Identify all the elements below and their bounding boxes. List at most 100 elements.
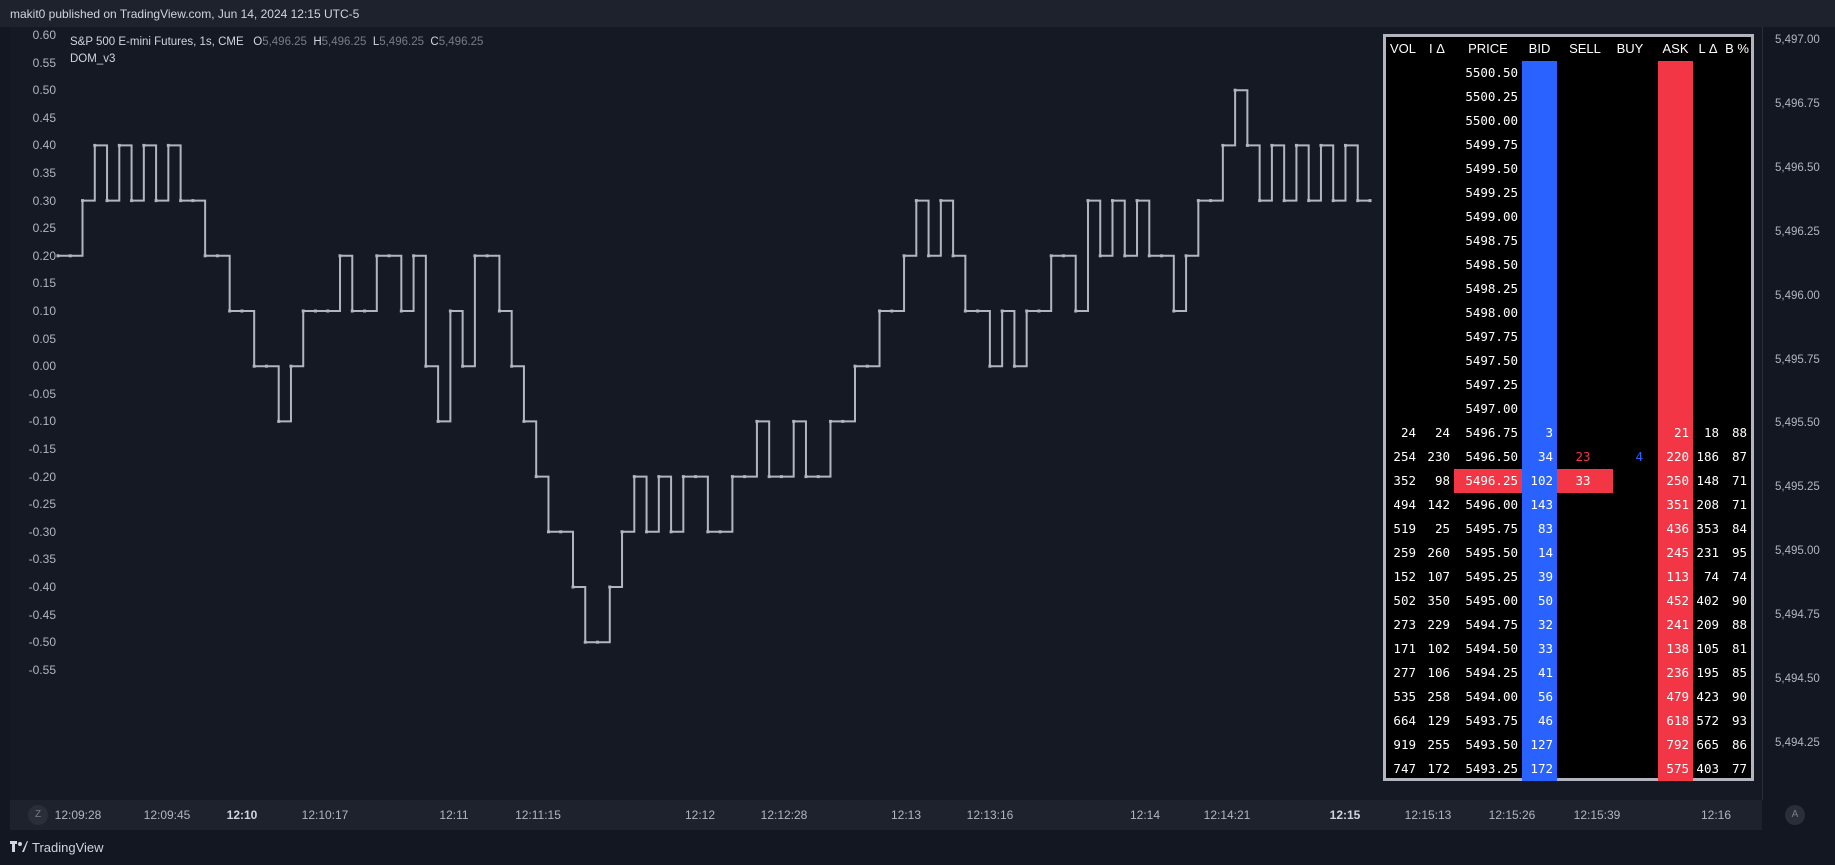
auto-scale-button[interactable]: A: [1785, 805, 1805, 825]
dom-row[interactable]: 5497.50: [1386, 349, 1751, 373]
dom-row[interactable]: 5498.50: [1386, 253, 1751, 277]
price-point: [93, 143, 97, 147]
dom-row[interactable]: 152 107 5495.25 39 113 74 74: [1386, 565, 1751, 589]
dom-bpct-cell: [1723, 253, 1751, 277]
dom-bpct-cell: 93: [1731, 713, 1747, 728]
price-point: [681, 475, 685, 479]
dom-row[interactable]: 5500.25: [1386, 85, 1751, 109]
dom-row[interactable]: 5499.25: [1386, 181, 1751, 205]
left-axis[interactable]: 0.60 0.55 0.50 0.45 0.40 0.35 0.30 0.25 0.20 0.15…: [10, 27, 62, 800]
dom-price-cell: 5494.75: [1465, 617, 1518, 632]
legend-indicator[interactable]: DOM_v3: [70, 53, 116, 65]
dom-bid-cell: [1522, 397, 1557, 421]
dom-vol-cell: [1386, 133, 1420, 157]
dom-bpct-cell: 90: [1731, 593, 1747, 608]
time-axis-tick: 12:11:15: [515, 808, 561, 822]
dom-row[interactable]: 535 258 5494.00 56 479 423 90: [1386, 685, 1751, 709]
dom-ask-cell: 575: [1666, 761, 1689, 776]
price-point: [546, 530, 550, 534]
dom-bid-cell: [1522, 157, 1557, 181]
dom-row[interactable]: 747 172 5493.25 172 575 403 77: [1386, 757, 1751, 781]
price-point: [804, 475, 808, 479]
header-ldelta: L Δ: [1698, 41, 1718, 56]
dom-bid-cell: [1522, 229, 1557, 253]
dom-vol-cell: [1386, 301, 1420, 325]
dom-row[interactable]: 273 229 5494.75 32 241 209 88: [1386, 613, 1751, 637]
dom-row[interactable]: 5498.25: [1386, 277, 1751, 301]
price-point: [620, 530, 624, 534]
dom-row[interactable]: 5497.75: [1386, 325, 1751, 349]
dom-row[interactable]: 5500.00: [1386, 109, 1751, 133]
dom-row[interactable]: 5499.75: [1386, 133, 1751, 157]
dom-buy-cell: [1613, 733, 1647, 757]
dom-row[interactable]: 5499.00: [1386, 205, 1751, 229]
dom-idelta-cell: [1420, 277, 1454, 301]
dom-buy-cell: [1613, 253, 1647, 277]
dom-sell-cell: 23: [1575, 449, 1591, 464]
dom-sell-cell: [1557, 373, 1613, 397]
dom-vol-cell: 352: [1393, 473, 1416, 488]
dom-ask-cell: 241: [1666, 617, 1689, 632]
dom-price-cell: 5498.25: [1465, 281, 1518, 296]
dom-row[interactable]: 5498.00: [1386, 301, 1751, 325]
dom-buy-cell: [1613, 613, 1647, 637]
right-price-axis[interactable]: 5,497.00 5,496.75 5,496.50 5,496.25 5,496.00…: [1762, 27, 1835, 800]
dom-bid-cell: [1522, 205, 1557, 229]
time-axis-tick: 12:15: [1329, 808, 1361, 822]
price-point: [1098, 254, 1102, 258]
legend-close-label: C: [430, 36, 439, 48]
tradingview-brand[interactable]: TradingView: [10, 840, 104, 855]
dom-row[interactable]: 259 260 5495.50 14 245 231 95: [1386, 541, 1751, 565]
time-axis[interactable]: Z 12:09:28 12:09:45 12:10 12:10:17 12:11 12:1…: [10, 800, 1762, 830]
dom-row[interactable]: 5498.75: [1386, 229, 1751, 253]
price-point: [1123, 254, 1127, 258]
dom-bid-cell: [1522, 349, 1557, 373]
dom-price-cell: 5500.50: [1465, 65, 1518, 80]
dom-vol-cell: [1386, 397, 1420, 421]
price-point: [191, 199, 195, 203]
dom-row[interactable]: 664 129 5493.75 46 618 572 93: [1386, 709, 1751, 733]
dom-ldelta-cell: 195: [1696, 665, 1719, 680]
dom-row[interactable]: 494 142 5496.00 143 351 208 71: [1386, 493, 1751, 517]
dom-row[interactable]: 5497.00: [1386, 397, 1751, 421]
dom-bid-cell: [1522, 109, 1557, 133]
dom-bid-cell: 127: [1530, 737, 1553, 752]
dom-ladder: VOL I Δ PRICE BID SELL BUY ASK L Δ B % 5…: [1383, 34, 1754, 781]
time-axis-tick: 12:15:39: [1573, 808, 1621, 822]
price-line-plot: [56, 88, 1372, 644]
dom-row[interactable]: 502 350 5495.00 50 452 402 90: [1386, 589, 1751, 613]
dom-row[interactable]: 919 255 5493.50 127 792 665 86: [1386, 733, 1751, 757]
dom-row[interactable]: 277 106 5494.25 41 236 195 85: [1386, 661, 1751, 685]
price-point: [338, 254, 342, 258]
time-axis-tick: 12:16: [1700, 808, 1732, 822]
zoom-button[interactable]: Z: [28, 805, 48, 825]
dom-vol-cell: 494: [1393, 497, 1416, 512]
price-point: [963, 309, 967, 313]
dom-row[interactable]: 254 230 5496.50 34 23 4 220 186 87: [1386, 445, 1751, 469]
dom-row[interactable]: 171 102 5494.50 33 138 105 81: [1386, 637, 1751, 661]
right-axis-tick: 5,494.25: [1775, 736, 1820, 749]
dom-bid-cell: 34: [1537, 449, 1553, 464]
dom-sell-cell: [1557, 613, 1613, 637]
price-point: [1111, 199, 1115, 203]
dom-row[interactable]: 5497.25: [1386, 373, 1751, 397]
time-axis-tick: 12:09:45: [143, 808, 191, 822]
dom-vol-cell: [1386, 157, 1420, 181]
dom-sell-cell: [1557, 757, 1613, 781]
dom-row[interactable]: 24 24 5496.75 3 21 18 88: [1386, 421, 1751, 445]
dom-row[interactable]: 5499.50: [1386, 157, 1751, 181]
dom-row[interactable]: 5500.50: [1386, 61, 1751, 85]
dom-row[interactable]: 352 98 5496.25 102 33 250 148 71: [1386, 469, 1751, 493]
dom-row[interactable]: 519 25 5495.75 83 436 353 84: [1386, 517, 1751, 541]
dom-ask-cell: [1658, 157, 1693, 181]
dom-buy-cell: [1613, 301, 1647, 325]
dom-ldelta-cell: 18: [1703, 425, 1719, 440]
price-point: [301, 309, 305, 313]
time-axis-tick: 12:14:21: [1203, 808, 1251, 822]
right-axis-tick: 5,495.75: [1775, 353, 1820, 366]
dom-price-cell: 5497.50: [1465, 353, 1518, 368]
price-point: [1319, 143, 1323, 147]
dom-bid-cell: [1522, 325, 1557, 349]
price-point: [890, 309, 894, 313]
price-point: [694, 475, 698, 479]
